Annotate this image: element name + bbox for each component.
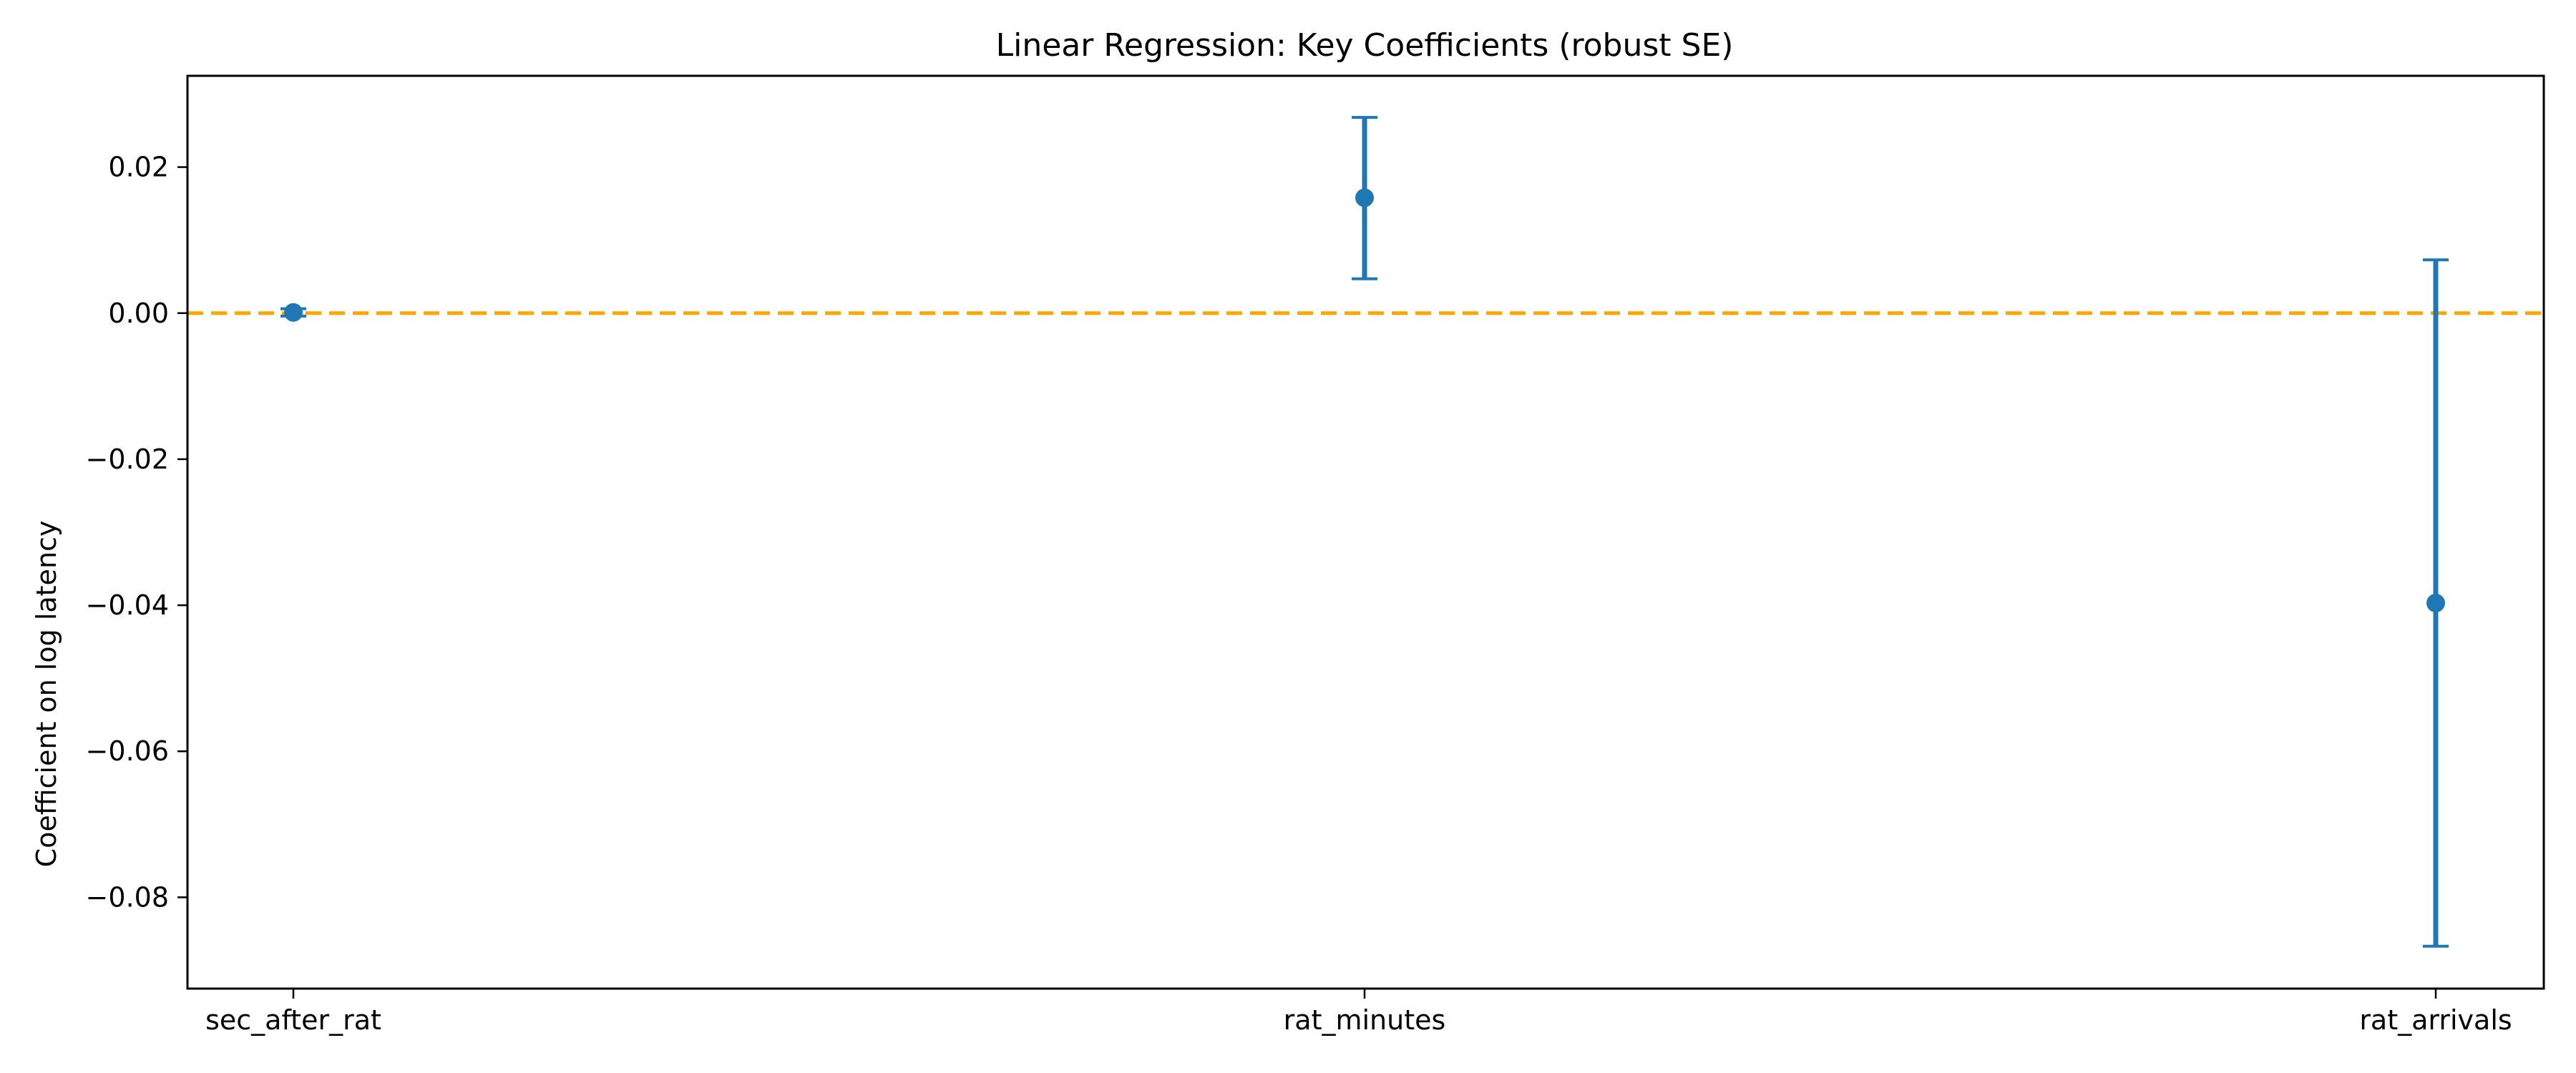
- point-rat_arrivals: [2426, 594, 2445, 613]
- point-rat_minutes: [1355, 188, 1374, 207]
- x-tick-label: sec_after_rat: [205, 1004, 381, 1036]
- y-tick-label: 0.02: [108, 152, 169, 183]
- y-tick-label: −0.02: [86, 444, 169, 475]
- chart-title: Linear Regression: Key Coefficients (rob…: [996, 27, 1734, 64]
- x-tick-label: rat_minutes: [1284, 1004, 1446, 1036]
- y-tick-label: −0.08: [86, 881, 169, 913]
- x-tick-label: rat_arrivals: [2359, 1004, 2512, 1036]
- y-axis-label: Coefficient on log latency: [31, 521, 62, 868]
- y-tick-label: −0.06: [86, 735, 169, 767]
- y-tick-label: −0.04: [86, 589, 169, 621]
- plot-area: 0.02 0.00 −0.02 −0.04 −0.06 −0.08 sec_after_ra…: [86, 74, 2545, 1036]
- point-sec_after_rat: [284, 303, 303, 322]
- y-tick-label: 0.00: [108, 298, 169, 329]
- plot-frame: [186, 74, 2545, 990]
